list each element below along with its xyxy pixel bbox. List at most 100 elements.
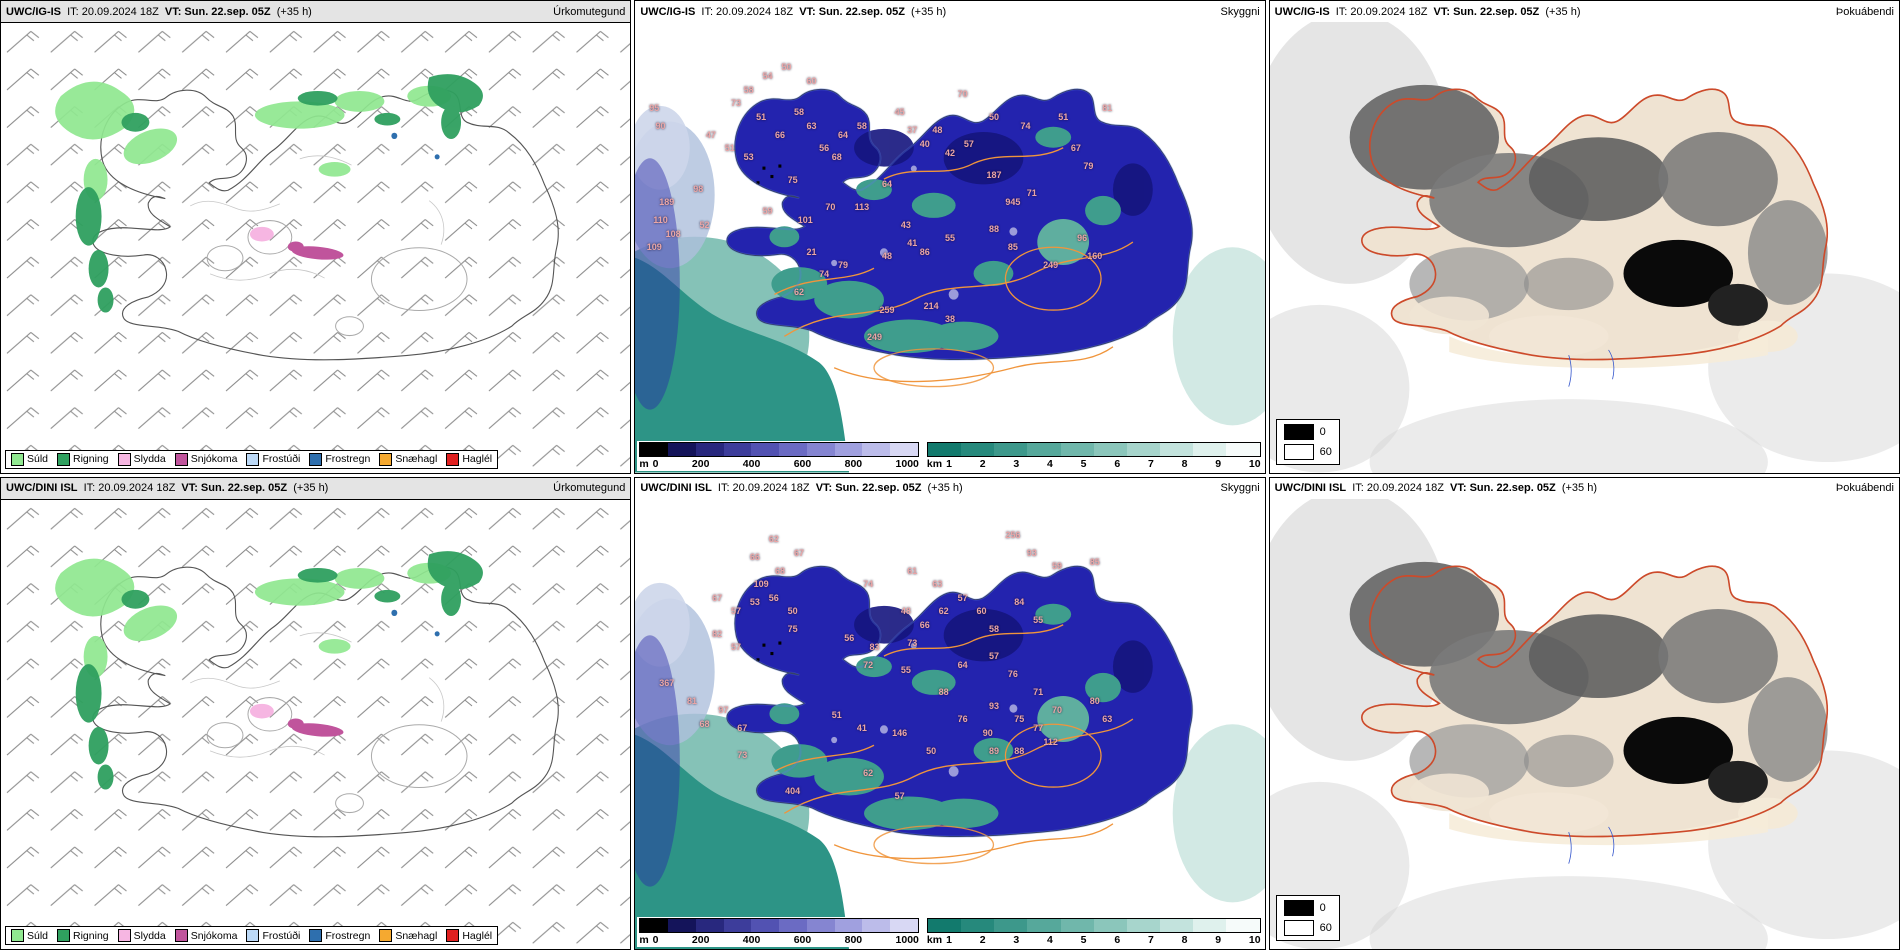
tick-label: 7 [1147,457,1154,470]
tick-label: 1 [946,457,952,470]
precip-legend: Súld Rigning Slydda Snjókoma Frostúði Frostre… [5,926,499,945]
map-precipitation-type: Súld Rigning Slydda Snjókoma Frostúði Frostre… [1,23,631,473]
init-time: IT: 20.09.2024 18Z [1352,482,1444,494]
valid-time: VT: Sun. 22.sep. 05Z [815,482,922,494]
legend-swatch [246,452,260,466]
legend-label: Frostúði [262,453,301,465]
legend-label: Slydda [133,453,166,465]
product-name: Þokuábendi [1835,482,1894,494]
colorbar-segment [806,919,835,932]
tick-label: 800 [844,934,863,946]
tick-label: 9 [1215,934,1222,946]
legend-swatch [57,929,71,942]
legend-label: Frostregn [325,453,371,465]
tick-label: 400 [742,457,761,470]
colorbar-segment [927,919,962,932]
tick-label: 1000 [895,457,919,470]
colorbar-metres: m 0 200 400 600 800 1000 [639,918,919,946]
legend-item: Frostúði [246,452,301,466]
legend-swatch [174,929,188,942]
tick-label: 5 [1080,934,1087,946]
fog-legend-label: 60 [1319,922,1332,934]
tick-label: 6 [1114,457,1121,470]
unit-label: m [639,934,649,946]
fog-legend-swatch [1283,900,1314,916]
fog-legend-row: 60 [1283,920,1332,936]
panel-dini-precip: UWC/DINI ISL IT: 20.09.2024 18Z VT: Sun.… [0,476,632,950]
legend-swatch [11,452,24,466]
colorbar-segment [751,919,780,932]
legend-label: Frostregn [325,929,371,942]
legend-item: Frostregn [309,929,370,942]
tick-label: 2 [979,457,986,470]
legend-swatch [379,929,393,942]
colorbar-kilometres-ticks: km 1 2 3 4 5 6 7 8 9 10 [927,934,1261,946]
tick-label: 600 [793,457,812,470]
tick-label: 9 [1215,457,1222,470]
init-time: IT: 20.09.2024 18Z [701,5,794,18]
legend-swatch [57,452,71,466]
tick-label: 0 [652,457,659,470]
lead-time: (+35 h) [911,5,947,18]
fog-legend: 0 60 [1275,895,1340,941]
colorbar-segment [779,919,807,932]
colorbar-segment [834,442,863,456]
run-info: UWC/DINI ISL IT: 20.09.2024 18Z VT: Sun.… [640,482,965,494]
legend-item: Haglél [446,929,492,942]
init-time: IT: 20.09.2024 18Z [1335,5,1428,18]
legend-item: Snjókoma [174,452,238,466]
colorbar-segment [1093,442,1127,456]
legend-label: Snjókoma [190,453,238,465]
legend-swatch [11,929,24,942]
map-fog-indication: 0 60 [1269,498,1899,949]
legend-item: Frostregn [309,452,371,466]
product-name: Úrkomutegund [553,482,626,494]
colorbar-segment [640,919,669,932]
colorbar-segment [751,442,780,456]
legend-item: Haglél [446,452,492,466]
legend-swatch [117,452,131,466]
colorbar-kilometres: km 1 2 3 4 5 6 7 8 9 10 [926,441,1261,470]
colorbar-segment [961,442,995,456]
legend-item: Súld [11,452,48,466]
tick-label: 10 [1248,934,1261,946]
valid-time: VT: Sun. 22.sep. 05Z [181,482,288,494]
unit-label: km [926,457,943,470]
colorbar-segment [668,442,696,456]
tick-label: 600 [793,934,812,946]
colorbar-segment [994,919,1028,932]
legend-swatch [309,452,323,466]
model-name: UWC/DINI ISL [640,482,712,494]
lead-time: (+35 h) [293,482,329,494]
colorbar-segment [1060,442,1094,456]
colorbar-segment [1226,442,1260,456]
product-name: Skyggni [1220,5,1260,18]
colorbar-segment [723,442,752,456]
map-visibility: 95 90 73 58 54 50 60 51 47 51 53 66 58 63 56 64 58 68 45 37… [635,22,1265,473]
valid-time: VT: Sun. 22.sep. 05Z [164,5,271,18]
panel-dini-visibility: UWC/DINI ISL IT: 20.09.2024 18Z VT: Sun.… [634,476,1266,950]
model-name: UWC/DINI ISL [1274,482,1347,494]
fog-legend-label: 0 [1319,902,1326,914]
legend-swatch [174,452,188,466]
tick-label: 5 [1080,457,1087,470]
colorbar-segment [1160,919,1194,932]
tick-label: 4 [1047,457,1053,470]
legend-swatch [309,929,323,942]
legend-label: Snjókoma [190,929,238,942]
model-name: UWC/IG-IS [640,5,696,18]
visibility-map-graphic [635,499,1264,950]
fog-legend-row: 60 [1283,443,1332,460]
colorbar-metres: m 0 200 400 600 800 1000 [639,441,919,470]
colorbar-segment [806,442,835,456]
panel-dini-fog: UWC/DINI ISL IT: 20.09.2024 18Z VT: Sun.… [1268,476,1900,950]
colorbar-segment [668,919,696,932]
legend-label: Frostúði [262,929,301,942]
colorbar-segment [927,442,962,456]
legend-label: Haglél [462,929,493,942]
lead-time: (+35 h) [276,5,312,18]
colorbar-segment [994,442,1028,456]
colorbar-segment [890,919,918,932]
legend-item: Rigning [57,929,109,942]
tick-label: 200 [691,457,710,470]
